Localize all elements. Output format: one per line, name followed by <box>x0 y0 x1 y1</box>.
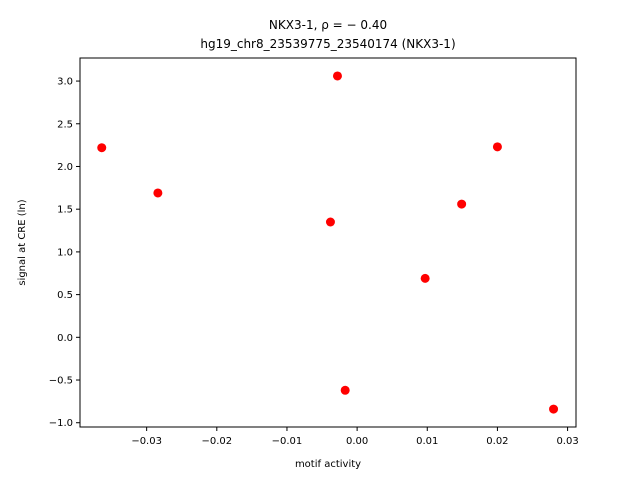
y-tick-label: 3.0 <box>57 77 73 88</box>
y-tick-label: 1.0 <box>57 247 73 258</box>
data-point <box>332 71 342 81</box>
y-tick-label: 1.5 <box>57 205 73 216</box>
y-tick-label: 2.0 <box>57 162 73 173</box>
data-point <box>325 217 335 227</box>
data-points <box>97 71 559 414</box>
x-tick-label: 0.01 <box>416 436 438 447</box>
y-tick-label: 2.5 <box>57 119 73 130</box>
x-tick-label: −0.03 <box>131 436 162 447</box>
data-point <box>97 143 107 153</box>
x-tick-label: 0.02 <box>486 436 508 447</box>
data-point <box>153 188 163 198</box>
data-point <box>492 142 502 152</box>
x-axis-ticks: −0.03 −0.02 −0.01 0.00 0.01 0.02 0.03 <box>131 427 579 447</box>
y-tick-label: −1.0 <box>49 418 73 429</box>
data-point <box>340 385 350 395</box>
y-axis-label: signal at CRE (ln) <box>17 199 28 285</box>
x-axis-label: motif activity <box>295 459 361 470</box>
data-point <box>457 199 467 209</box>
y-tick-label: 0.0 <box>57 333 73 344</box>
x-tick-label: 0.03 <box>556 436 578 447</box>
y-tick-label: −0.5 <box>49 376 73 387</box>
chart-title-line1: NKX3-1, ρ = − 0.40 <box>269 18 387 32</box>
plot-frame <box>79 57 577 428</box>
chart-title-line2: hg19_chr8_23539775_23540174 (NKX3-1) <box>200 37 455 51</box>
y-axis-ticks: −1.0 −0.5 0.0 0.5 1.0 1.5 2.0 2.5 3.0 <box>49 77 80 429</box>
data-point <box>549 404 559 414</box>
x-tick-label: 0.00 <box>346 436 368 447</box>
data-point <box>420 273 430 283</box>
x-tick-label: −0.02 <box>201 436 232 447</box>
x-tick-label: −0.01 <box>272 436 303 447</box>
y-tick-label: 0.5 <box>57 290 73 301</box>
